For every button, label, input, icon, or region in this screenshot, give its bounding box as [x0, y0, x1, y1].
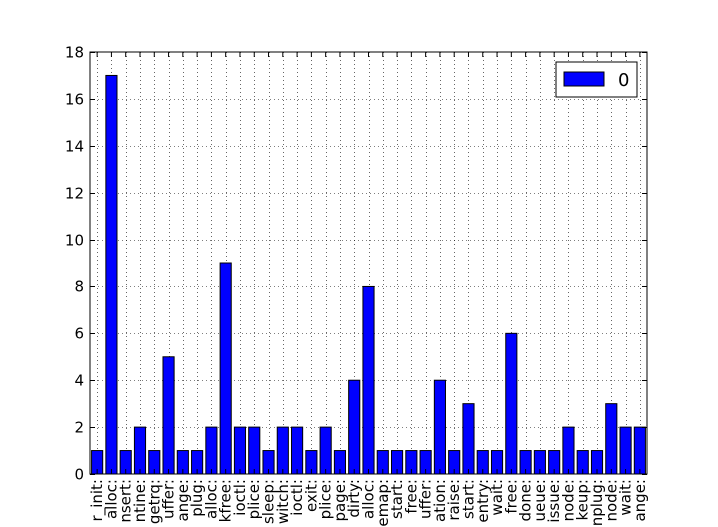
x-tick-label: uffer: — [417, 479, 435, 519]
x-tick-label: ange: — [174, 479, 192, 522]
x-tick-label: entry: — [474, 479, 492, 523]
bar — [433, 379, 446, 475]
x-tick-label: page: — [331, 479, 349, 522]
y-tick-label: 10 — [65, 232, 84, 250]
bar — [105, 74, 118, 475]
x-tick-labels: r_init:alloc:nsert:ntine:getrq:uffer:ang… — [88, 479, 649, 527]
bar — [619, 426, 632, 475]
x-tick-label: plug: — [188, 479, 206, 517]
legend-swatch — [563, 71, 605, 87]
x-tick-label: exit: — [302, 479, 320, 512]
x-tick-label: alloc: — [102, 479, 120, 519]
y-tick-label: 6 — [74, 325, 84, 343]
x-tick-label: getrq: — [145, 479, 163, 524]
x-tick-label: nsert: — [117, 479, 135, 523]
y-tick-label: 18 — [65, 44, 84, 62]
y-tick-label: 2 — [74, 419, 84, 437]
x-tick-label: ange: — [631, 479, 649, 522]
bar — [633, 426, 646, 475]
x-tick-label: r_init: — [88, 479, 107, 521]
x-tick-label: dirty: — [345, 479, 363, 518]
x-tick-label: plice: — [317, 479, 335, 519]
y-tick-label: 0 — [74, 466, 84, 484]
bar — [276, 426, 289, 475]
x-tick-label: keup: — [574, 479, 592, 520]
x-tick-label: raise: — [445, 479, 463, 521]
x-tick-label: node: — [602, 479, 620, 522]
x-tick-label: emap: — [374, 479, 392, 527]
x-tick-label: free: — [502, 479, 520, 514]
y-tick-label: 16 — [65, 91, 84, 109]
x-tick-label: uffer: — [160, 479, 178, 519]
bar — [133, 426, 147, 475]
bar — [319, 426, 332, 475]
x-tick-label: ueue: — [531, 479, 549, 522]
x-tick-label: plice: — [245, 479, 263, 519]
x-tick-label: sleep: — [260, 479, 278, 524]
x-tick-label: witch: — [274, 479, 292, 524]
legend: 0 — [555, 61, 638, 98]
x-tick-label: wait: — [617, 479, 635, 516]
x-tick-label: ation: — [431, 479, 449, 522]
bar — [219, 262, 232, 475]
x-tick-label: done: — [517, 479, 535, 522]
bar — [462, 403, 475, 475]
bar — [233, 426, 247, 475]
bar — [362, 285, 375, 475]
bar — [505, 332, 518, 475]
bar — [291, 426, 304, 475]
bar — [248, 426, 261, 475]
y-tick-label: 14 — [65, 138, 84, 156]
y-tick-label: 12 — [65, 185, 84, 203]
bar — [605, 403, 618, 475]
x-tick-label: ioctl: — [231, 479, 249, 516]
bar — [348, 379, 361, 475]
y-tick-label: 4 — [74, 372, 84, 390]
bar — [162, 356, 175, 475]
x-tick-label: start: — [388, 479, 406, 519]
x-tick-label: start: — [459, 479, 477, 519]
y-tick-label: 8 — [74, 278, 84, 296]
grid-lines — [90, 52, 647, 474]
legend-entry-label: 0 — [618, 70, 629, 91]
x-tick-label: free: — [402, 479, 420, 514]
x-tick-label: kfree: — [217, 479, 235, 522]
x-tick-label: nplug: — [588, 479, 606, 526]
axis-ticks — [90, 52, 647, 475]
x-tick-label: ntine: — [131, 479, 149, 522]
x-tick-label: ioctl: — [288, 479, 306, 516]
y-tick-labels: 0 2 4 6 8 10 12 14 16 18 — [65, 44, 84, 484]
x-tick-label: alloc: — [360, 479, 378, 519]
bars — [91, 74, 646, 475]
x-tick-label: wait: — [488, 479, 506, 516]
x-tick-label: node: — [559, 479, 577, 522]
bar — [205, 426, 218, 475]
x-tick-label: issue: — [545, 479, 563, 523]
x-tick-label: alloc: — [202, 479, 220, 519]
bar — [562, 426, 575, 475]
